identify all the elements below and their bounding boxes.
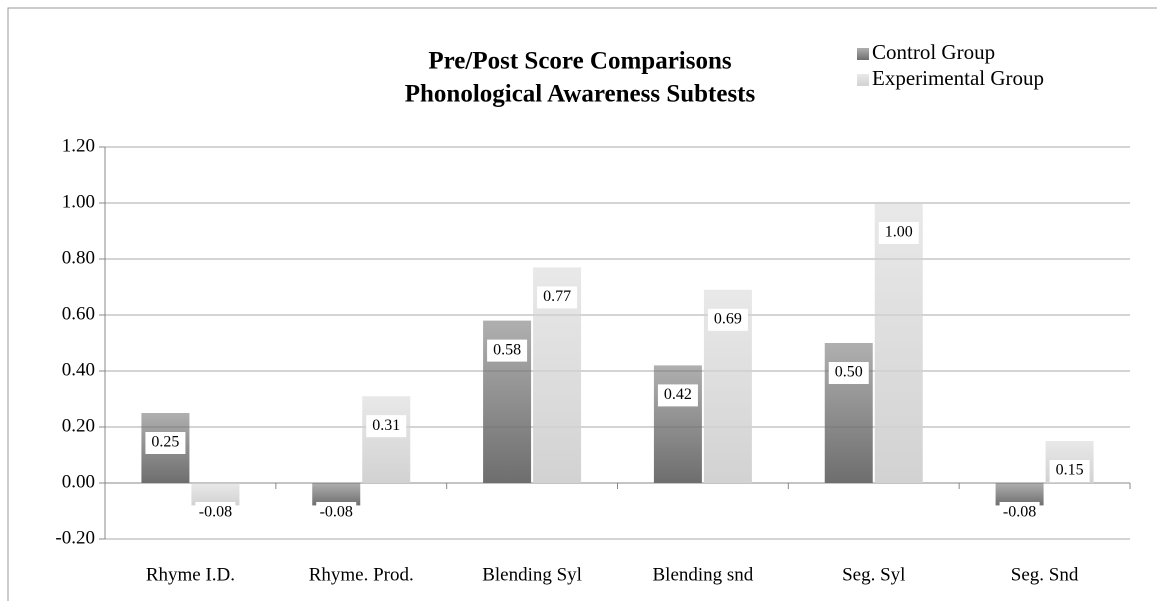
legend-label: Experimental Group [872,66,1044,90]
data-label: -0.08 [199,504,232,521]
data-label: 0.31 [372,417,400,434]
y-tick-label: 0.40 [62,359,95,380]
y-tick-label: 0.00 [62,471,95,492]
data-label: 0.58 [493,341,521,358]
data-label-bg [999,502,1040,524]
y-tick-label: 1.20 [62,135,95,156]
data-label-bg [316,502,357,524]
chart-title: Pre/Post Score Comparisons [428,48,731,75]
data-label-bg [828,362,869,384]
data-label-bg [1049,460,1090,482]
data-label-bg [657,384,698,407]
legend-label: Control Group [872,40,995,64]
chart-frame [7,7,1157,601]
data-label-bg [195,502,236,524]
data-label: 0.42 [664,386,692,403]
y-tick-label: 0.80 [62,247,95,268]
bar [995,483,1044,506]
y-tick-label: -0.20 [55,527,95,548]
y-tick-label: 0.20 [62,415,95,436]
data-label: 1.00 [885,224,913,241]
data-label-bg [145,432,186,454]
data-label: 0.77 [543,288,571,305]
data-label: -0.08 [1003,504,1036,521]
x-tick-label: Seg. Snd [1011,564,1079,585]
bar [312,483,361,506]
data-label: 0.69 [714,310,742,327]
chart-title: Phonological Awareness Subtests [405,81,756,108]
data-label: 0.50 [835,364,863,381]
data-label: -0.08 [320,504,353,521]
x-tick-label: Blending snd [653,564,754,585]
data-label: 0.25 [151,434,179,451]
legend-swatch [857,74,869,86]
x-tick-label: Seg. Syl [842,564,905,585]
x-tick-label: Rhyme. Prod. [309,564,414,585]
legend-swatch [857,48,869,60]
data-label-bg [537,286,578,309]
bar [874,203,923,483]
data-label: 0.15 [1056,462,1084,479]
x-tick-label: Rhyme I.D. [146,564,235,585]
bar [362,396,411,483]
y-tick-label: 0.60 [62,303,95,324]
y-tick-label: 1.00 [62,191,95,212]
bar [653,365,702,483]
data-label-bg [366,415,407,438]
data-label-bg [878,222,919,244]
data-label-bg [487,339,528,362]
bar [191,483,240,506]
data-label-bg [707,308,748,331]
x-tick-label: Blending Syl [482,564,582,585]
